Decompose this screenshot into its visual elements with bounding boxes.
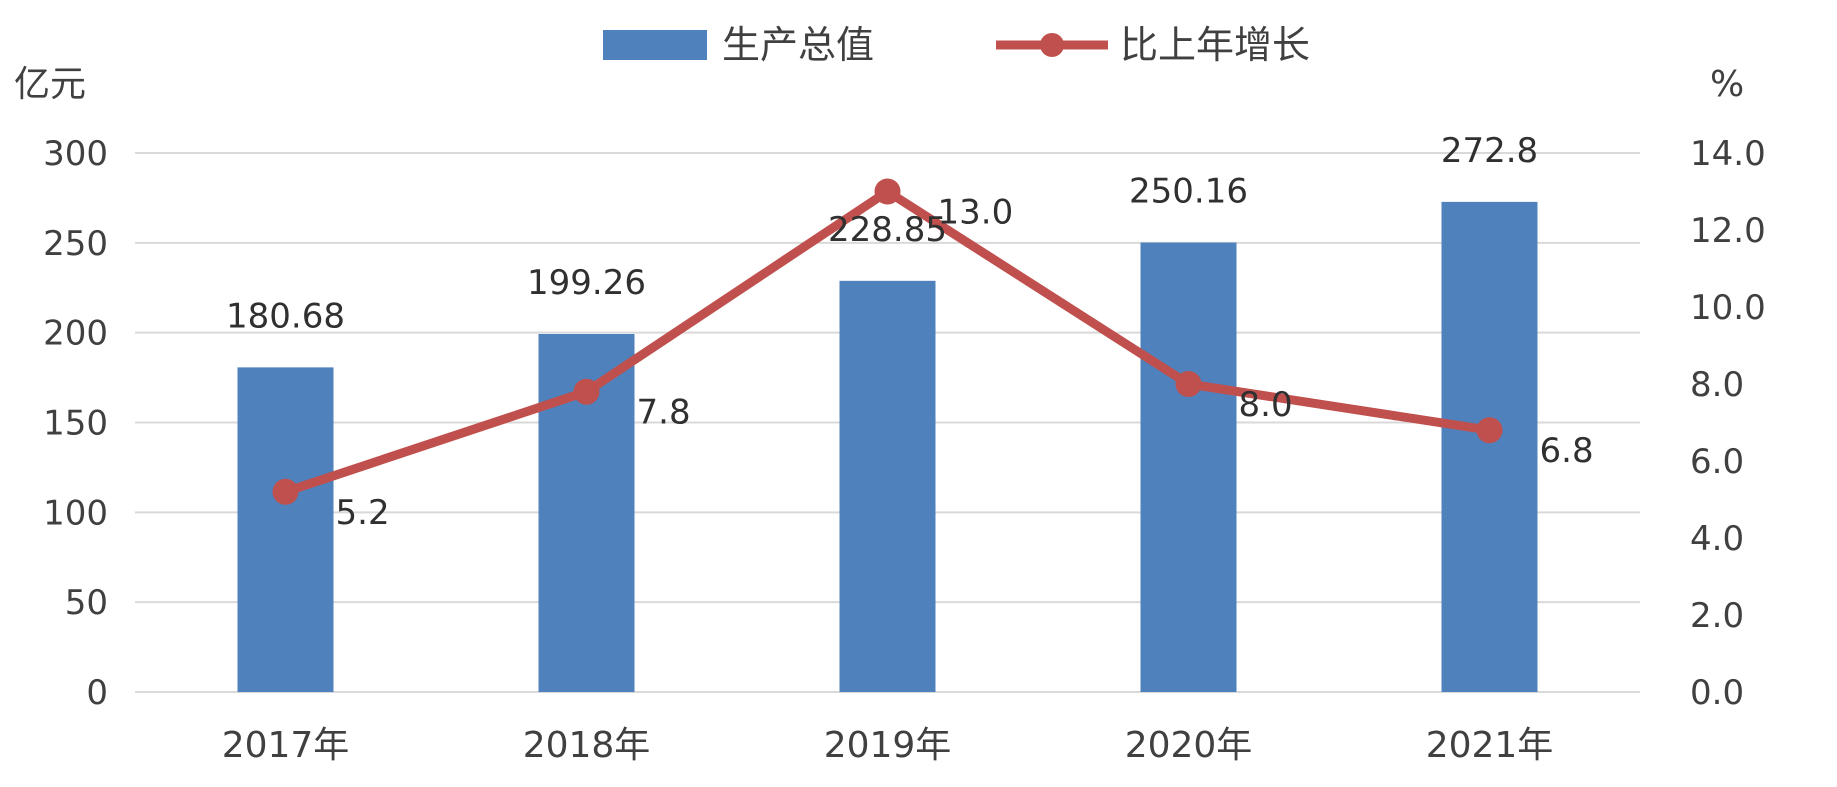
left-tick-label: 250: [43, 224, 108, 264]
left-tick-label: 150: [43, 404, 108, 444]
left-tick-label: 0: [86, 673, 108, 713]
left-axis-unit: 亿元: [14, 64, 86, 105]
right-tick-label: 2.0: [1690, 596, 1744, 636]
bar-value-label: 228.85: [828, 210, 947, 250]
legend-label-line: 比上年增长: [1120, 23, 1310, 67]
right-axis-unit: %: [1710, 64, 1744, 105]
line-series: [272, 178, 1503, 505]
axes: 0 50 100 150 200 250 300 0.0 2.0 4.0 6.0 8.0 10.0 12.…: [43, 134, 1766, 766]
right-tick-label: 12.0: [1690, 211, 1766, 251]
line-value-label: 13.0: [938, 193, 1014, 233]
line-point: [874, 178, 901, 205]
right-tick-label: 14.0: [1690, 134, 1766, 174]
line-point: [573, 378, 600, 405]
legend-label-bar: 生产总值: [722, 23, 874, 67]
line-point: [272, 478, 299, 505]
right-tick-label: 6.0: [1690, 442, 1744, 482]
bar: [1140, 242, 1237, 692]
left-tick-label: 300: [43, 134, 108, 174]
right-tick-label: 10.0: [1690, 288, 1766, 328]
left-tick-label: 50: [65, 583, 108, 623]
line-value-label: 5.2: [336, 493, 390, 533]
line-value-label: 7.8: [637, 393, 691, 433]
legend: 生产总值 比上年增长: [603, 23, 1310, 67]
bar-value-label: 250.16: [1129, 172, 1248, 212]
data-labels: 180.68 199.26 228.85 250.16 272.8 5.2 7.8 13.0 8…: [226, 131, 1594, 533]
bar: [839, 280, 936, 692]
right-tick-label: 4.0: [1690, 519, 1744, 559]
bar-value-label: 272.8: [1441, 131, 1538, 171]
bar: [237, 367, 334, 692]
x-tick-label: 2018年: [523, 725, 651, 766]
bar-value-label: 180.68: [226, 296, 345, 336]
x-tick-label: 2021年: [1426, 725, 1554, 766]
legend-swatch-bar: [603, 30, 707, 60]
bar: [1441, 201, 1538, 693]
bar-value-label: 199.26: [527, 263, 646, 303]
line-point: [1175, 371, 1202, 397]
left-tick-label: 100: [43, 493, 108, 533]
right-tick-label: 8.0: [1690, 365, 1744, 405]
left-tick-label: 200: [43, 314, 108, 354]
legend-swatch-marker: [1040, 33, 1064, 57]
x-tick-label: 2017年: [222, 725, 350, 766]
x-tick-label: 2020年: [1125, 725, 1253, 766]
line-value-label: 6.8: [1540, 431, 1594, 471]
line-point: [1476, 417, 1503, 444]
line-value-label: 8.0: [1239, 385, 1293, 425]
right-tick-label: 0.0: [1690, 673, 1744, 713]
x-tick-label: 2019年: [824, 725, 952, 766]
